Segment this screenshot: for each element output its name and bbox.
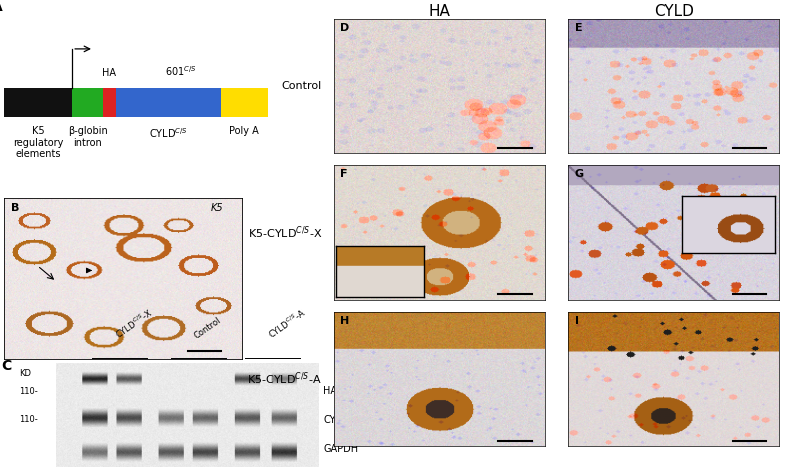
Text: CYLD$^{C/S}$: CYLD$^{C/S}$	[149, 126, 188, 140]
Text: CYLD$^{C/S}$-X: CYLD$^{C/S}$-X	[114, 306, 156, 341]
Text: HA: HA	[429, 4, 450, 19]
Text: K5
regulatory
elements: K5 regulatory elements	[13, 126, 64, 159]
Bar	[103, 88, 115, 117]
Text: C: C	[1, 359, 11, 373]
Text: 110-: 110-	[19, 387, 37, 396]
Text: 601$^{C/S}$: 601$^{C/S}$	[165, 64, 196, 77]
Text: CYLD: CYLD	[653, 4, 694, 19]
Bar	[72, 88, 103, 117]
Text: 110-: 110-	[19, 415, 37, 424]
Bar	[221, 88, 267, 117]
Text: D: D	[340, 23, 350, 33]
Text: Control: Control	[192, 316, 223, 341]
Text: β-globin
intron: β-globin intron	[68, 126, 107, 148]
Text: B: B	[11, 203, 20, 213]
Text: CYLD: CYLD	[324, 414, 349, 424]
Text: K5: K5	[211, 203, 223, 213]
Text: F: F	[340, 169, 347, 179]
Text: A: A	[0, 0, 2, 15]
Text: K5-CYLD$^{C/S}$-A: K5-CYLD$^{C/S}$-A	[247, 371, 322, 387]
Text: G: G	[575, 169, 584, 179]
Bar	[4, 88, 72, 117]
Text: I: I	[575, 316, 579, 326]
Bar	[115, 88, 221, 117]
Text: HA: HA	[324, 387, 337, 396]
Text: CYLD$^{C/S}$-A: CYLD$^{C/S}$-A	[266, 306, 308, 341]
Text: GAPDH: GAPDH	[324, 444, 359, 454]
Text: E: E	[575, 23, 583, 33]
Text: KD: KD	[19, 369, 31, 379]
Text: Poly A: Poly A	[230, 126, 259, 136]
Text: K5-CYLD$^{C/S}$-X: K5-CYLD$^{C/S}$-X	[247, 224, 322, 241]
Text: Control: Control	[281, 81, 322, 91]
Text: H: H	[340, 316, 350, 326]
Text: HA: HA	[103, 67, 116, 77]
